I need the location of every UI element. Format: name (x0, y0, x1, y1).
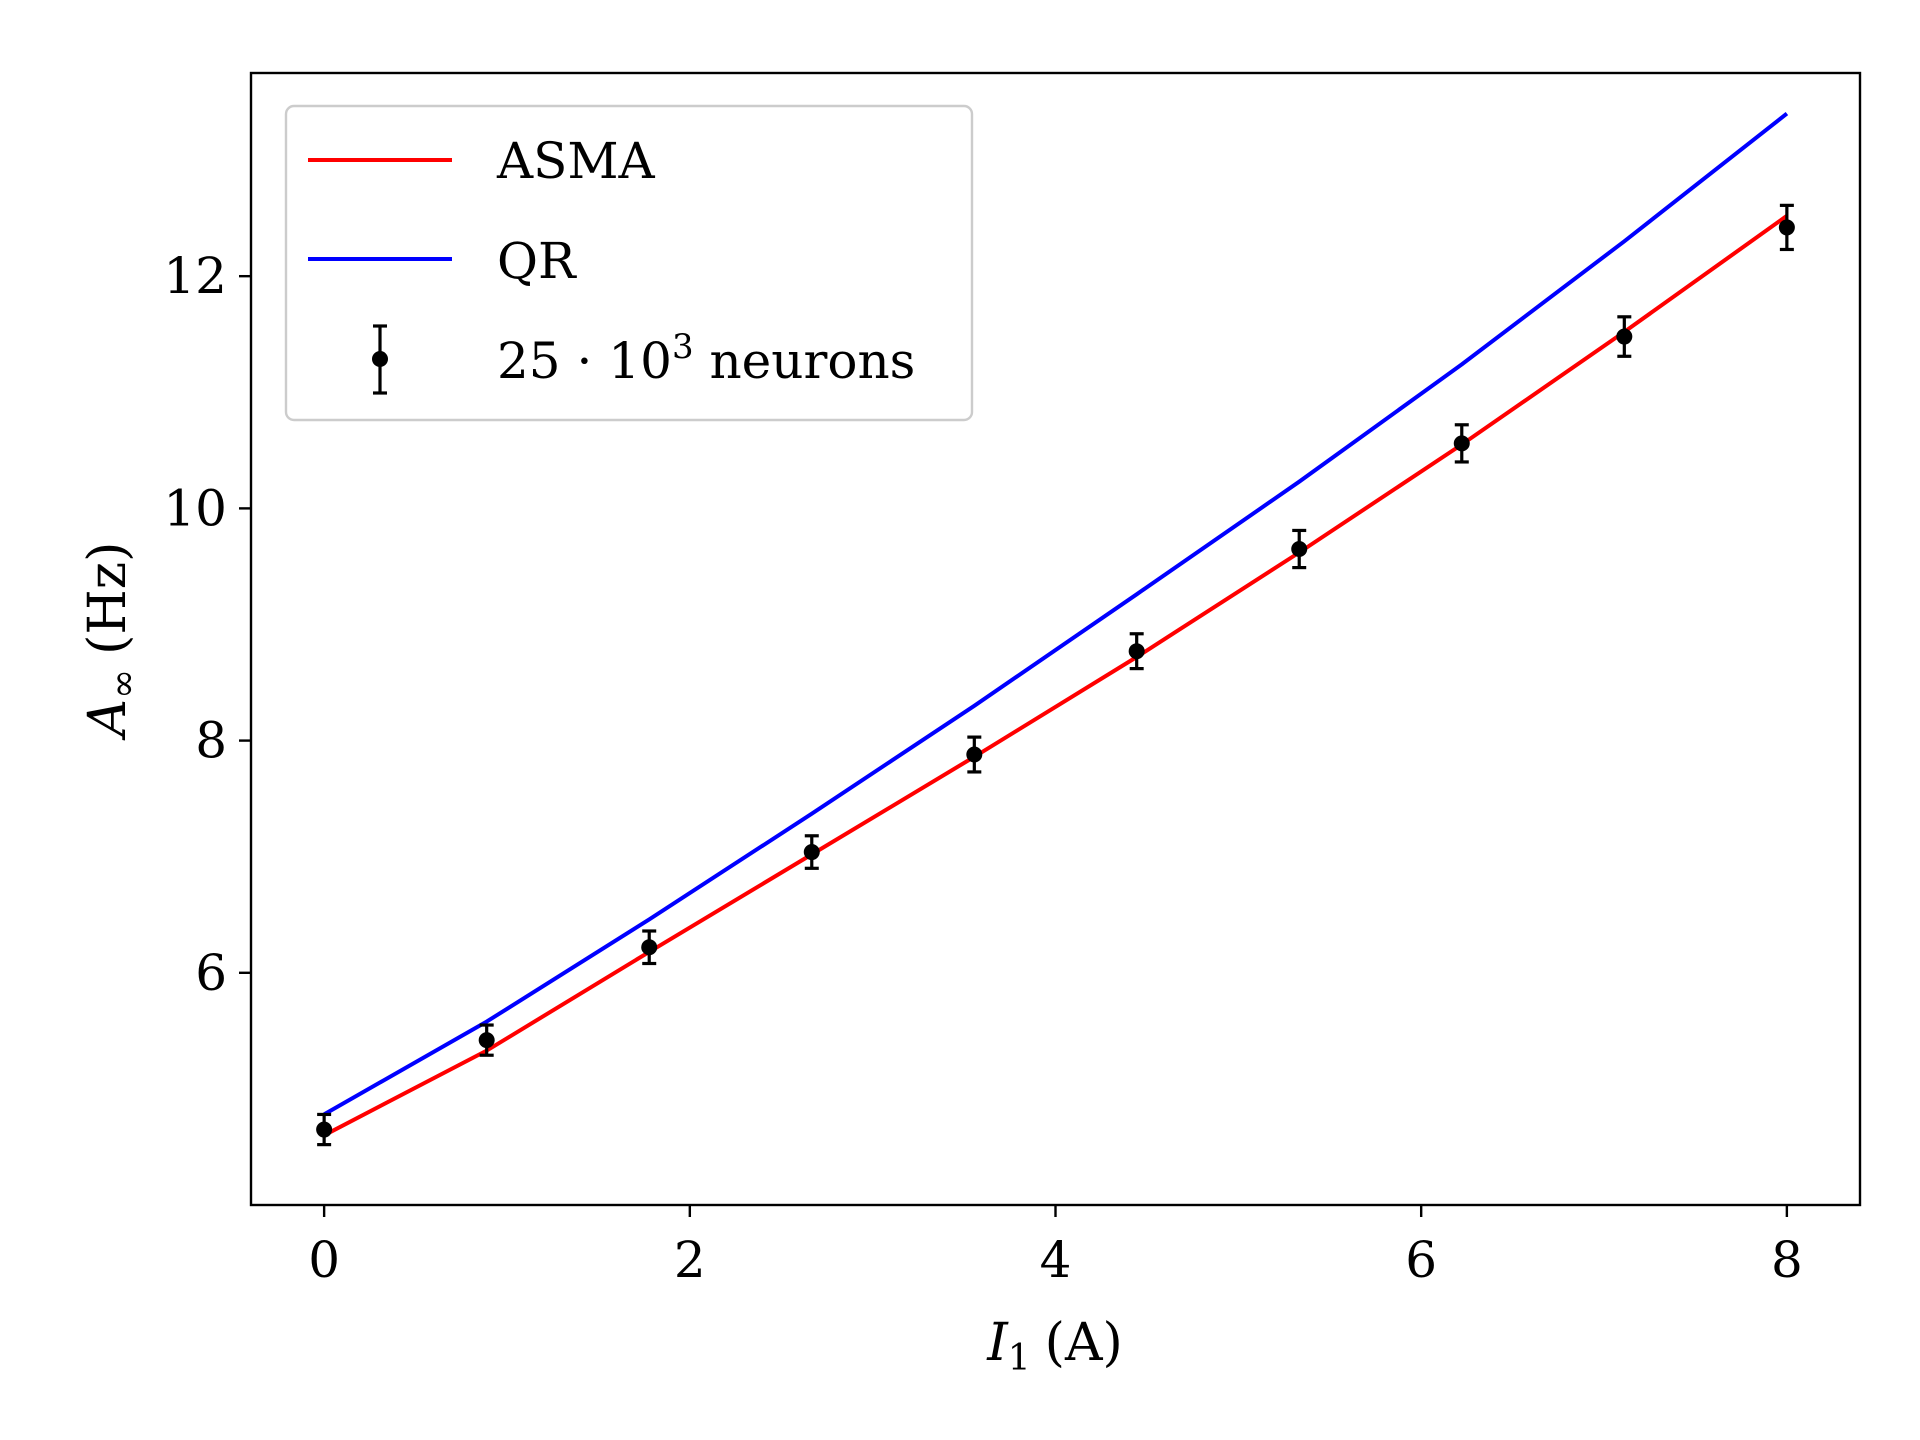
legend-label-neurons: 25 · 103 neurons (497, 327, 915, 390)
data-point-8 (1616, 328, 1633, 345)
legend-label-asma: ASMA (496, 132, 656, 190)
y-tick-label-6: 6 (195, 944, 227, 1002)
legend: ASMA QR 25 · 103 neurons (284, 104, 974, 422)
x-tick-label-8: 8 (1771, 1231, 1803, 1289)
x-tick-label-2: 2 (674, 1231, 706, 1289)
series-neurons (316, 203, 1795, 1147)
y-tick-label-8: 8 (195, 712, 227, 770)
x-tick-label-6: 6 (1405, 1231, 1437, 1289)
data-point-5 (1128, 643, 1145, 660)
data-point-1 (478, 1032, 495, 1049)
x-tick-label-4: 4 (1040, 1231, 1072, 1289)
data-point-2 (641, 939, 658, 956)
axis-ticks: 0 2 4 6 8 6 8 10 12 (163, 247, 1802, 1289)
legend-box (284, 104, 974, 422)
data-point-9 (1778, 219, 1795, 236)
y-tick-label-12: 12 (163, 247, 227, 305)
data-point-0 (316, 1121, 333, 1138)
data-point-6 (1291, 541, 1308, 558)
x-axis-label: I1 (A) (986, 1313, 1123, 1379)
legend-label-qr: QR (497, 232, 577, 290)
series-layer (316, 112, 1795, 1147)
series-asma-line (323, 214, 1789, 1138)
series-qr-line (323, 112, 1789, 1117)
y-tick-label-10: 10 (163, 479, 227, 537)
data-point-4 (966, 746, 983, 763)
data-point-3 (803, 844, 820, 861)
legend-swatch-marker (372, 351, 388, 367)
data-point-7 (1453, 435, 1470, 452)
x-tick-label-0: 0 (308, 1231, 340, 1289)
y-axis-label: A∞(Hz) (78, 542, 144, 741)
